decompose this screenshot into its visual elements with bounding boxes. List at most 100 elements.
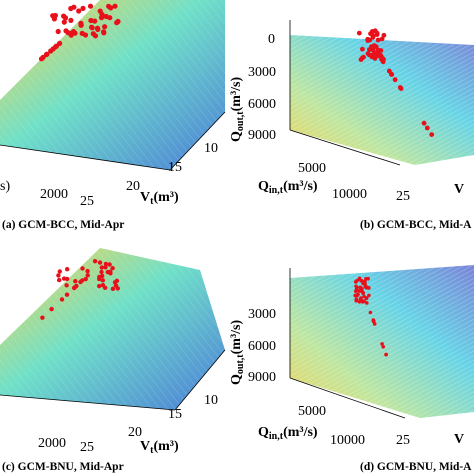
panel-a-point: [107, 15, 113, 21]
panel-a-ytick-3: 10: [204, 141, 218, 156]
panel-b-mesh: [290, 35, 474, 165]
panel-b-caption: (b) GCM-BCC, Mid-A: [360, 219, 472, 231]
panel-d-point: [358, 285, 363, 290]
panel-a-point: [112, 3, 118, 9]
panel-c-point: [85, 273, 90, 278]
panel-b-xtick-1: 5000: [298, 161, 326, 176]
panel-b-point: [392, 77, 398, 83]
panel-c-point: [65, 267, 70, 272]
panel-b-point: [381, 32, 387, 38]
panel-d-caption: (d) GCM-BNU, Mid-A: [360, 461, 472, 473]
panel-c-caption: (c) GCM-BNU, Mid-Apr: [2, 461, 124, 473]
panel-b-point: [371, 33, 376, 39]
panel-c-ytick-3: 10: [204, 393, 218, 408]
panel-a-point: [80, 5, 86, 11]
panel-d-ytick-1: 25: [396, 433, 410, 448]
panel-b-point: [424, 125, 430, 131]
panel-c-xtick-2: 25: [80, 440, 94, 455]
panel-b-point: [372, 56, 378, 61]
panel-a-xtick-1: 2000: [40, 187, 68, 202]
panel-a-point: [68, 17, 74, 23]
panel-d-ztick-2: 6000: [248, 339, 276, 354]
panel-a-point: [71, 4, 77, 10]
panel-c-point: [100, 283, 106, 288]
panel-a-axis-y: [169, 111, 226, 171]
panel-b-ztick-4: 9000: [248, 128, 276, 143]
panel-a-ylabel: Vt(m³): [140, 190, 179, 207]
panel-b-point: [379, 36, 385, 42]
panel-d-axis-x: [289, 377, 406, 419]
panel-d-xtick-2: 10000: [330, 433, 365, 448]
panel-d-point: [363, 282, 367, 286]
panel-d-point: [354, 297, 359, 302]
panel-a-point: [53, 43, 60, 49]
panel-b-point: [429, 132, 435, 138]
panel-a-ytick-1: 20: [126, 179, 140, 194]
panel-a-point: [79, 30, 85, 36]
panel-a-point: [101, 30, 107, 36]
panel-d-point: [357, 289, 362, 293]
panel-d-point: [384, 352, 388, 357]
panel-b-point: [369, 29, 375, 34]
panel-d: 3000 6000 9000 Qout,t(m³/s) 5000 10000 Q…: [229, 265, 474, 473]
panel-a-point: [97, 8, 103, 14]
panel-c-xtick-1: 2000: [38, 436, 66, 451]
panel-c-point: [97, 283, 102, 289]
panel-a-point: [38, 56, 45, 62]
panel-a-point: [61, 19, 67, 25]
panel-b-point: [379, 57, 384, 62]
panel-a-point: [102, 24, 108, 30]
panel-a: 2000 25 s) 20 15 10 Vt(m³) (a) GCM-BCC, …: [0, 0, 226, 231]
panel-d-point: [355, 279, 359, 283]
panel-c-point: [97, 274, 102, 280]
panel-c-point: [108, 271, 113, 276]
panel-b-ytick-1: 25: [396, 189, 410, 204]
panel-a-xlabel-frag: s): [0, 179, 10, 194]
panel-c-point: [64, 283, 69, 288]
panel-a-point: [55, 28, 61, 35]
panel-d-point: [368, 310, 373, 315]
panel-b: 0 3000 6000 9000 Qout,t(m³/s) 5000 10000…: [229, 20, 474, 231]
panel-d-ylabel-frag: V: [454, 432, 464, 447]
panel-c-point: [103, 265, 108, 270]
panel-d-point: [354, 288, 359, 292]
panel-b-point: [360, 46, 365, 52]
panel-d-point: [361, 290, 365, 295]
panel-a-point: [78, 22, 84, 28]
panel-a-axis-x: [0, 144, 171, 171]
panel-d-point: [362, 294, 366, 299]
panel-c-point: [110, 266, 115, 271]
panel-c-point: [64, 276, 70, 282]
panel-b-point: [367, 37, 373, 43]
panel-c-points: [40, 259, 121, 320]
panel-b-point: [375, 37, 381, 43]
panel-b-point: [398, 86, 404, 91]
panel-c-point: [107, 262, 112, 267]
panel-a-point: [48, 48, 54, 54]
panel-a-point: [68, 30, 74, 37]
panel-a-point: [108, 5, 114, 11]
panel-d-point: [354, 284, 358, 289]
panel-b-point: [367, 47, 372, 52]
panel-c-point: [100, 278, 106, 283]
panel-c-point: [49, 306, 54, 312]
panel-d-point: [359, 278, 364, 283]
panel-b-point: [356, 30, 362, 36]
panel-c-point: [57, 277, 62, 283]
panel-b-point: [421, 120, 427, 126]
panel-d-xlabel: Qin,t(m³/s): [258, 425, 318, 442]
panel-a-point: [88, 17, 94, 24]
panel-a-points: [38, 3, 121, 62]
panel-c-axis-y: [174, 349, 226, 411]
panel-d-point: [359, 298, 364, 303]
panel-c-point: [112, 280, 118, 285]
panel-d-points: [353, 276, 388, 357]
panel-c-point: [110, 286, 116, 291]
panel-c-point: [99, 265, 105, 270]
panel-c-point: [115, 286, 121, 291]
panel-c: 2000 25 20 15 10 Vt(m³) (c) GCM-BNU, Mid…: [0, 248, 226, 473]
panel-c-point: [80, 266, 85, 271]
panel-d-zlabel: Qout,t(m³/s): [229, 320, 246, 385]
panel-b-point: [369, 52, 375, 58]
